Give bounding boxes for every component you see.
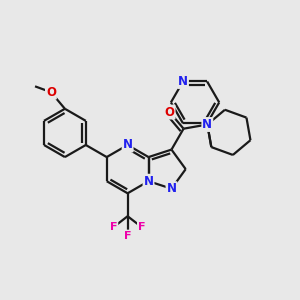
Text: N: N bbox=[167, 182, 176, 195]
Text: F: F bbox=[110, 222, 117, 232]
Text: F: F bbox=[124, 230, 131, 241]
Text: O: O bbox=[165, 106, 175, 118]
Text: O: O bbox=[46, 85, 56, 99]
Text: N: N bbox=[178, 75, 188, 88]
Text: F: F bbox=[138, 222, 146, 232]
Text: N: N bbox=[143, 175, 154, 188]
Text: N: N bbox=[202, 118, 212, 131]
Text: N: N bbox=[123, 139, 133, 152]
